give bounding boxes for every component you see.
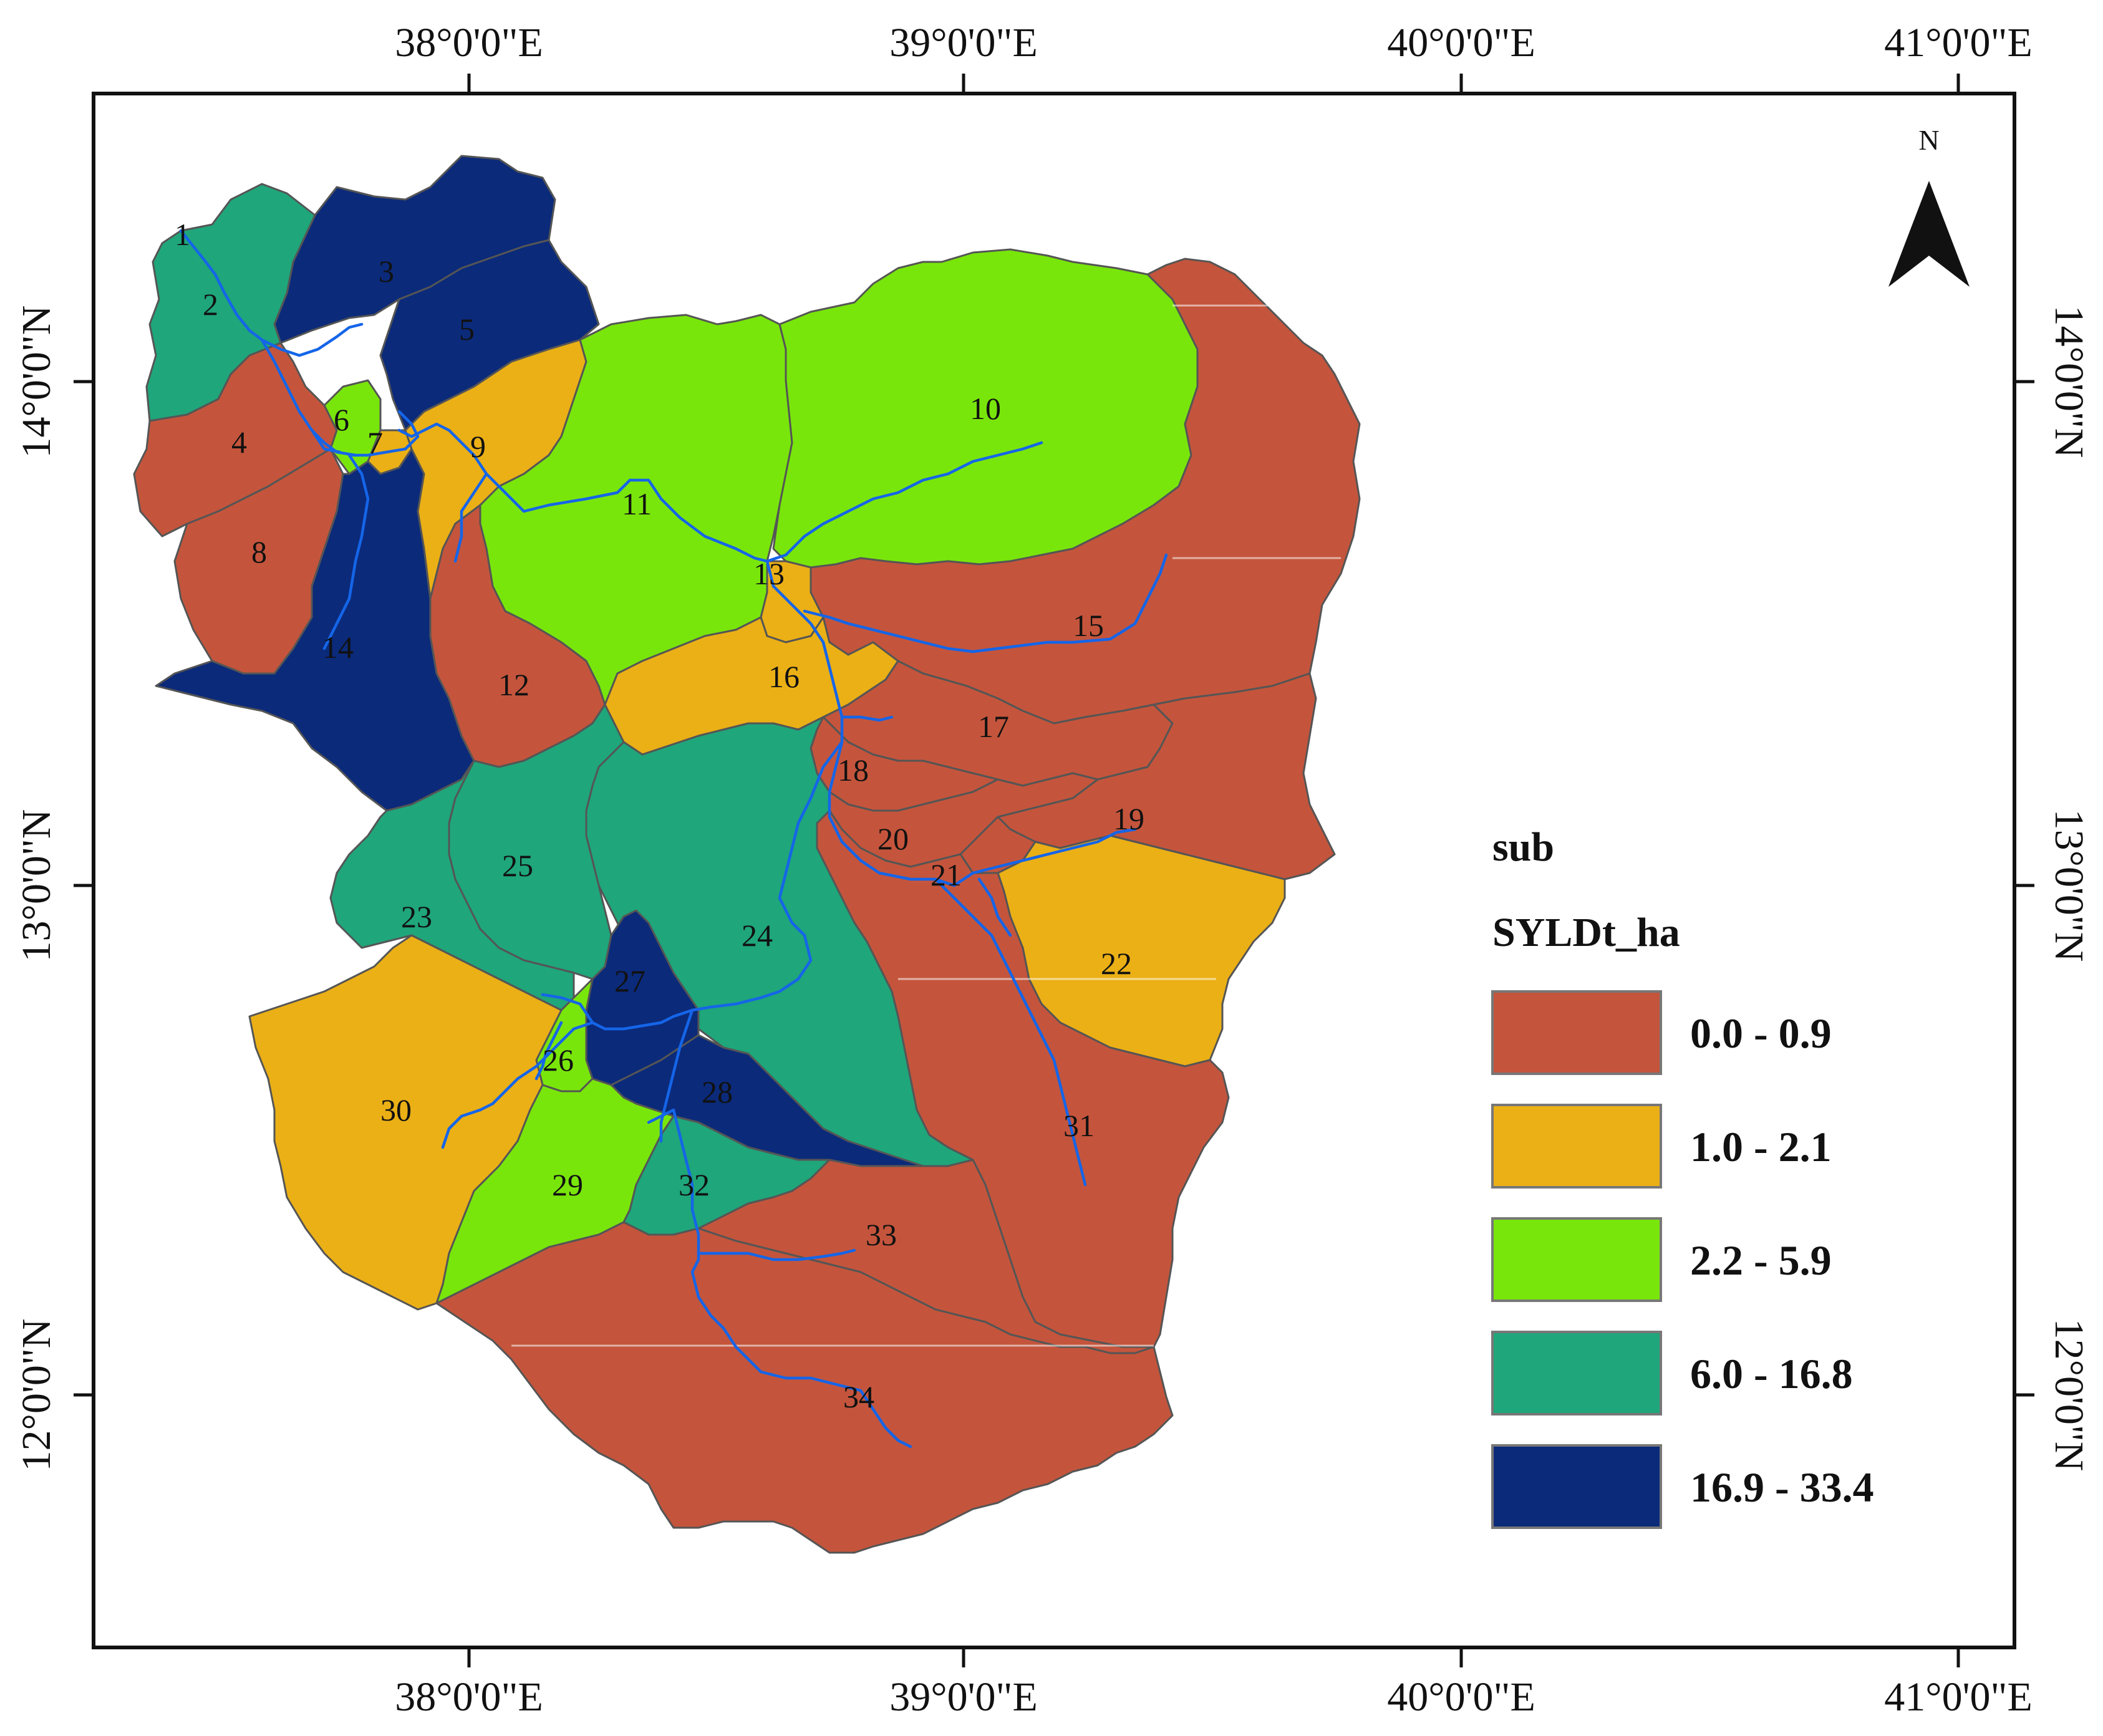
subbasin-label: 6: [334, 402, 349, 437]
subbasin-labels: 1 2 3 4 5 6 7 8 9 10 11 12 13 14 15 16 1…: [175, 217, 1144, 1414]
river-segment: [541, 993, 594, 1025]
river-segment: [322, 453, 370, 650]
subbasin-12[interactable]: [429, 504, 606, 768]
subbasin-label: 11: [622, 486, 652, 521]
river-segment: [765, 441, 1043, 563]
subbasin-label: 12: [498, 667, 529, 702]
subbasin-label: 22: [1101, 946, 1132, 981]
river-segment: [647, 1108, 675, 1124]
river-segment: [934, 877, 1087, 1187]
north-arrow: N: [1888, 124, 1970, 287]
map-frame: [92, 92, 2016, 1649]
lat-label-left-12: 12°0'0"N: [14, 1319, 59, 1472]
subbasin-label: 27: [614, 963, 645, 998]
legend-title-line2: SYLDt_ha: [1492, 910, 1680, 955]
river-segment: [179, 229, 364, 357]
legend-label: 2.2 - 5.9: [1690, 1237, 1832, 1284]
lon-label-bottom-41: 41°0'0"E: [1884, 1674, 2033, 1720]
subbasin-label: 9: [470, 429, 486, 464]
tick-marks: [74, 74, 2034, 1667]
legend-title-line1: sub: [1492, 824, 1554, 870]
subbasin-label: 3: [379, 254, 394, 289]
river-segment: [397, 422, 488, 563]
subbasin-label: 2: [203, 287, 218, 322]
lat-labels-right: 14°0'0"N 13°0'0"N 12°0'0"N: [2046, 306, 2092, 1472]
subbasin-label: 24: [742, 918, 773, 953]
subbasin-label: 29: [552, 1167, 583, 1202]
river-segment: [441, 1021, 594, 1149]
lat-label-right-12: 12°0'0"N: [2046, 1319, 2092, 1472]
river-segment: [534, 1021, 563, 1081]
river-segment: [803, 553, 1168, 653]
subbasin-label: 34: [843, 1379, 874, 1414]
subbasin-label: 19: [1113, 801, 1144, 836]
river-segment: [977, 877, 1012, 937]
subbasin-label: 18: [838, 753, 869, 788]
north-label: N: [1918, 124, 1939, 156]
subbasin-label: 25: [502, 848, 533, 883]
subbasin-label: 28: [702, 1074, 733, 1109]
river-segment: [697, 1248, 856, 1261]
subbasin-label: 21: [931, 857, 962, 892]
river-segment: [347, 410, 420, 457]
lon-label-bottom-39: 39°0'0"E: [889, 1674, 1038, 1720]
subbasin-label: 13: [753, 556, 785, 591]
subbasin-label: 20: [877, 821, 909, 856]
legend-swatch: [1491, 1217, 1662, 1302]
subbasin-label: 7: [367, 425, 383, 460]
lon-label-top-41: 41°0'0"E: [1884, 20, 2033, 65]
lon-label-top-40: 40°0'0"E: [1387, 20, 1535, 65]
subbasin-label: 15: [1073, 608, 1104, 643]
legend-label: 16.9 - 33.4: [1690, 1464, 1874, 1511]
subbasin-34[interactable]: [435, 1221, 1174, 1554]
lon-label-top-39: 39°0'0"E: [889, 20, 1038, 65]
legend-swatch: [1491, 1104, 1662, 1189]
legend-label: 6.0 - 16.8: [1690, 1350, 1853, 1397]
subbasin-label: 10: [970, 391, 1001, 426]
legend: sub SYLDt_ha 0.0 - 0.9 1.0 - 2.1 2.2 - 5…: [1491, 824, 1874, 1529]
legend-swatch: [1491, 990, 1662, 1075]
legend-label: 0.0 - 0.9: [1690, 1010, 1832, 1057]
river-segment: [485, 472, 769, 563]
legend-swatch: [1491, 1331, 1662, 1415]
graticule: [511, 304, 1341, 1347]
north-arrow-icon: [1888, 181, 1970, 287]
subbasin-label: 17: [978, 709, 1009, 744]
subbasin-label: 30: [380, 1092, 412, 1127]
subbasin-label: 32: [679, 1167, 710, 1202]
river-segment: [672, 1108, 912, 1449]
lat-label-left-14: 14°0'0"N: [14, 306, 59, 458]
subbasin-label: 34: [843, 1379, 874, 1414]
subbasin-label: 4: [231, 425, 247, 460]
legend-swatch: [1491, 1444, 1662, 1529]
river-segment: [591, 740, 844, 1031]
lat-labels-left: 14°0'0"N 13°0'0"N 12°0'0"N: [14, 306, 59, 1472]
subbasin-label: 23: [401, 899, 432, 934]
lon-label-top-38: 38°0'0"E: [395, 20, 543, 65]
lat-label-right-13: 13°0'0"N: [2046, 809, 2092, 962]
river-segment: [952, 827, 1137, 887]
legend-label: 1.0 - 2.1: [1690, 1123, 1832, 1170]
river-segment: [659, 1008, 694, 1143]
subbasin-label: 26: [543, 1043, 574, 1078]
lon-label-bottom-38: 38°0'0"E: [395, 1674, 543, 1720]
subbasin-label: 33: [866, 1217, 897, 1252]
subbasin-label: 8: [251, 534, 267, 569]
subbasin-label: 16: [768, 659, 800, 694]
subbasin-label: 31: [1063, 1108, 1095, 1143]
subbasin-label: 14: [322, 630, 354, 665]
subbasin-label: 5: [459, 312, 475, 347]
river-segment: [310, 428, 342, 454]
lon-labels-top: 38°0'0"E 39°0'0"E 40°0'0"E 41°0'0"E: [395, 20, 2033, 65]
subbasin-polygons: [133, 155, 1361, 1554]
lon-label-bottom-40: 40°0'0"E: [1387, 1674, 1535, 1720]
lat-label-left-13: 13°0'0"N: [14, 809, 59, 962]
subbasin-label: 1: [175, 217, 190, 252]
river-network: [179, 229, 1168, 1449]
lon-labels-bottom: 38°0'0"E 39°0'0"E 40°0'0"E 41°0'0"E: [395, 1674, 2033, 1720]
lat-label-right-14: 14°0'0"N: [2046, 306, 2092, 458]
river-segment: [840, 715, 894, 722]
